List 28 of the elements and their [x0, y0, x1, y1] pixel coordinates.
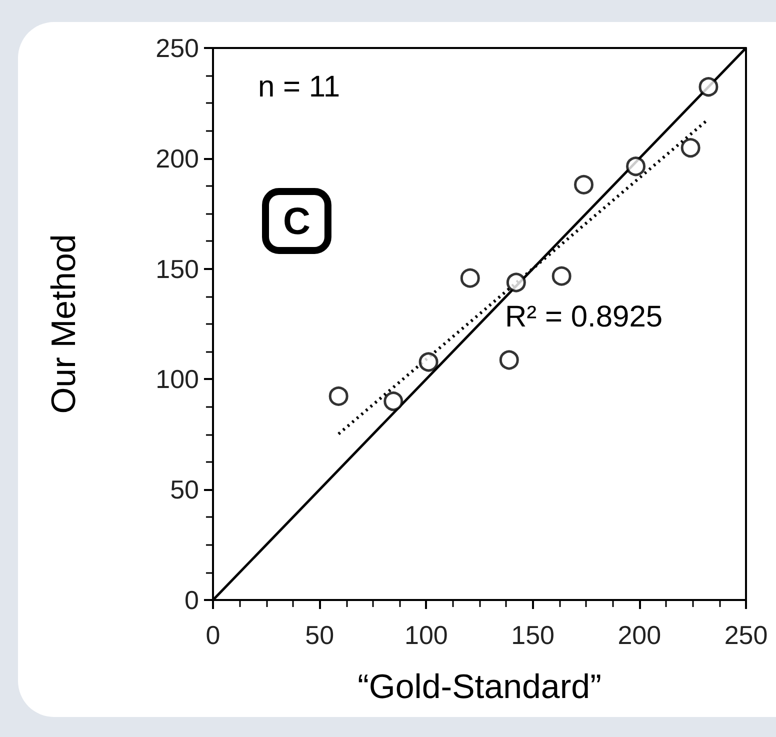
- point: [460, 268, 480, 288]
- annotation: n = 11: [258, 70, 340, 104]
- point: [680, 138, 700, 158]
- point: [506, 272, 526, 292]
- y-tick-label: 250: [156, 33, 199, 63]
- point: [552, 266, 572, 286]
- x-tick-label: 150: [511, 620, 554, 650]
- y-tick-label: 50: [170, 474, 199, 505]
- x-tick-label: 200: [618, 620, 662, 650]
- y-tick-label: 100: [156, 364, 199, 394]
- annotation: C: [283, 201, 310, 243]
- point: [698, 77, 718, 97]
- point: [384, 392, 404, 412]
- x-tick-label: 0: [206, 620, 220, 650]
- point: [499, 350, 519, 370]
- point: [574, 174, 594, 194]
- x-tick-label: 50: [305, 620, 334, 650]
- annotation: R² = 0.8925: [505, 300, 663, 334]
- x-tick-label: 250: [724, 620, 768, 650]
- point: [626, 156, 646, 176]
- point: [328, 386, 348, 406]
- point: [418, 352, 438, 372]
- y-tick-label: 150: [156, 254, 199, 284]
- y-tick-label: 0: [184, 585, 199, 615]
- y-axis-title: Our Method: [45, 234, 83, 414]
- y-tick-label: 200: [156, 143, 199, 174]
- x-axis-title: “Gold-Standard”: [358, 668, 602, 706]
- x-tick-label: 100: [404, 620, 448, 650]
